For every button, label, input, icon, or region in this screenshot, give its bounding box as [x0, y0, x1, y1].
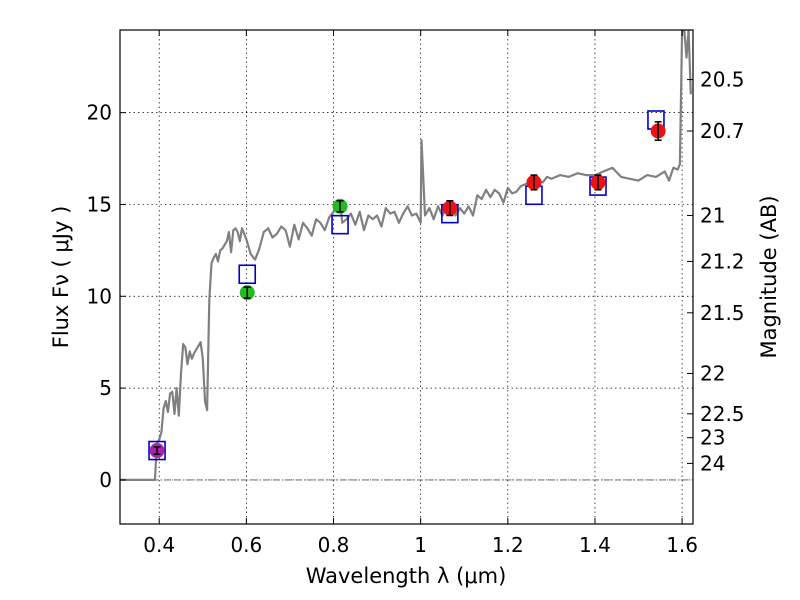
magnitude-tick-label: 22: [700, 361, 725, 385]
magnitude-tick-label: 23: [700, 426, 725, 450]
magnitude-tick-label: 21: [700, 203, 725, 227]
x-tick-label: 0.4: [143, 533, 175, 557]
model-photometry-square: [238, 264, 257, 285]
y-tick-label: 5: [99, 376, 112, 400]
magnitude-tick-label: 20.5: [700, 68, 745, 92]
y-tick-label: 10: [87, 284, 112, 308]
plot-area: [120, 30, 692, 481]
model-photometry-square: [148, 440, 166, 461]
model-spectrum-line: [120, 30, 692, 481]
y-tick-label: 20: [87, 101, 112, 125]
y-axis-ticks: 0 5 10 15 20: [87, 101, 126, 492]
y-tick-label: 0: [99, 468, 112, 492]
grid-lines: [120, 30, 693, 524]
y-tick-label: 15: [87, 192, 112, 216]
x-tick-label: 0.8: [318, 533, 350, 557]
magnitude-tick-label: 20.7: [700, 119, 745, 143]
x-tick-label: 0.6: [230, 533, 262, 557]
magnitude-tick-label: 21.2: [700, 249, 745, 273]
x-tick-label: 1: [414, 533, 427, 557]
magnitude-axis-label: Magnitude (AB): [757, 195, 781, 358]
x-tick-label: 1.2: [492, 533, 524, 557]
x-tick-label: 1.4: [579, 533, 611, 557]
plot-frame: [119, 29, 694, 525]
magnitude-tick-label: 24: [700, 451, 725, 475]
x-axis-label: Wavelength λ (μm): [306, 564, 507, 588]
x-axis-ticks: 0.4 0.6 0.8 1 1.2 1.4 1.6: [143, 30, 698, 557]
magnitude-tick-label: 22.5: [700, 402, 745, 426]
x-tick-label: 1.6: [666, 533, 698, 557]
y-axis-label: Flux Fν ( μJy ): [49, 206, 73, 349]
model-photometry-square: [331, 214, 349, 235]
magnitude-tick-label: 21.5: [700, 301, 745, 325]
